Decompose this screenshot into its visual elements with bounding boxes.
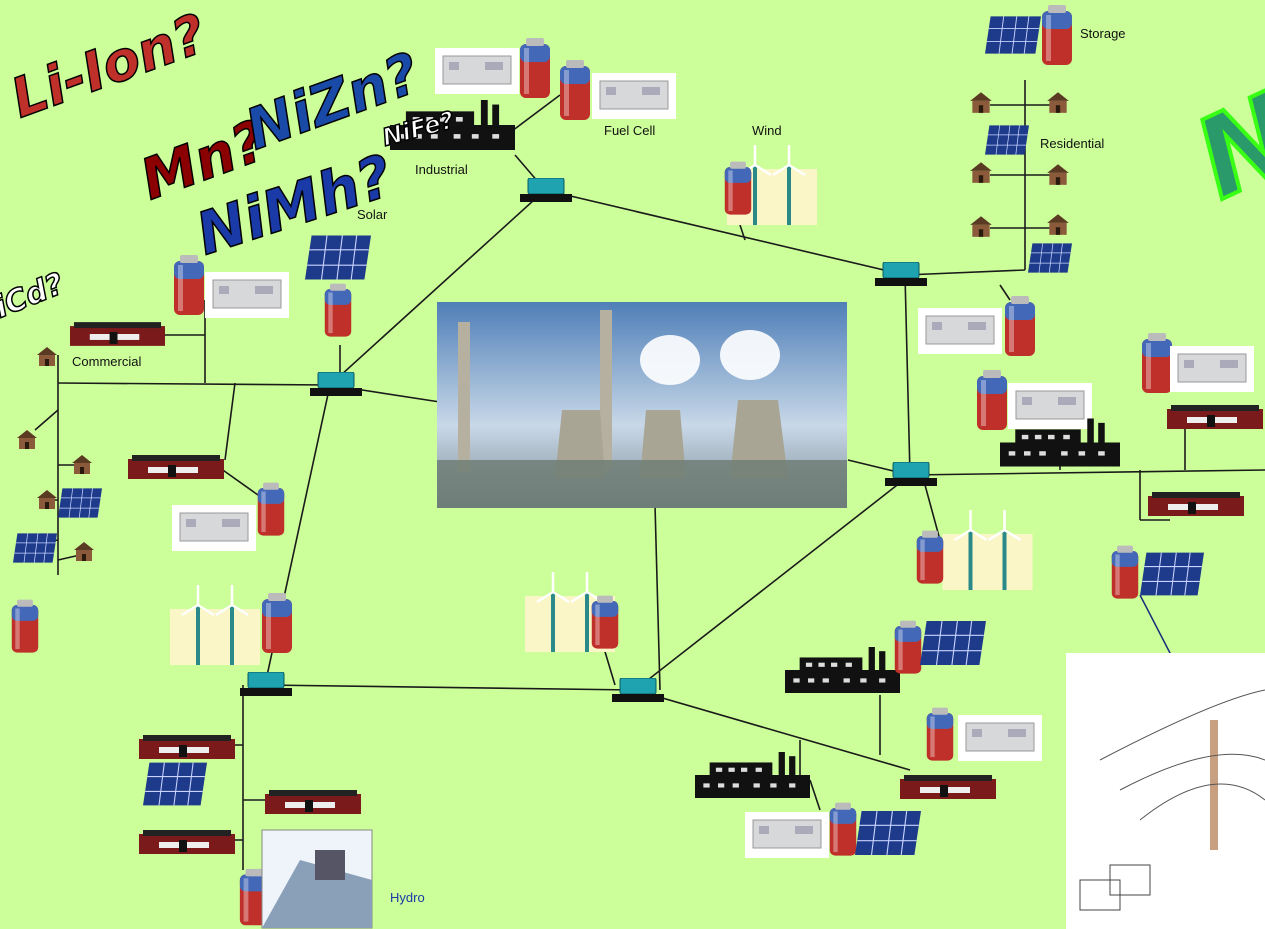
diagram: Storage Residential Fuel Cell Wind Indus… (0, 0, 1265, 929)
hydro-plant (262, 830, 372, 928)
label: Fuel Cell (604, 123, 655, 138)
label: Storage (1080, 26, 1126, 41)
label: Commercial (72, 354, 141, 369)
label: Wind (752, 123, 782, 138)
label: Hydro (390, 890, 425, 905)
power-plant (437, 302, 847, 508)
label: Industrial (415, 162, 468, 177)
label: Residential (1040, 136, 1104, 151)
distribution-sketch (1066, 653, 1265, 929)
